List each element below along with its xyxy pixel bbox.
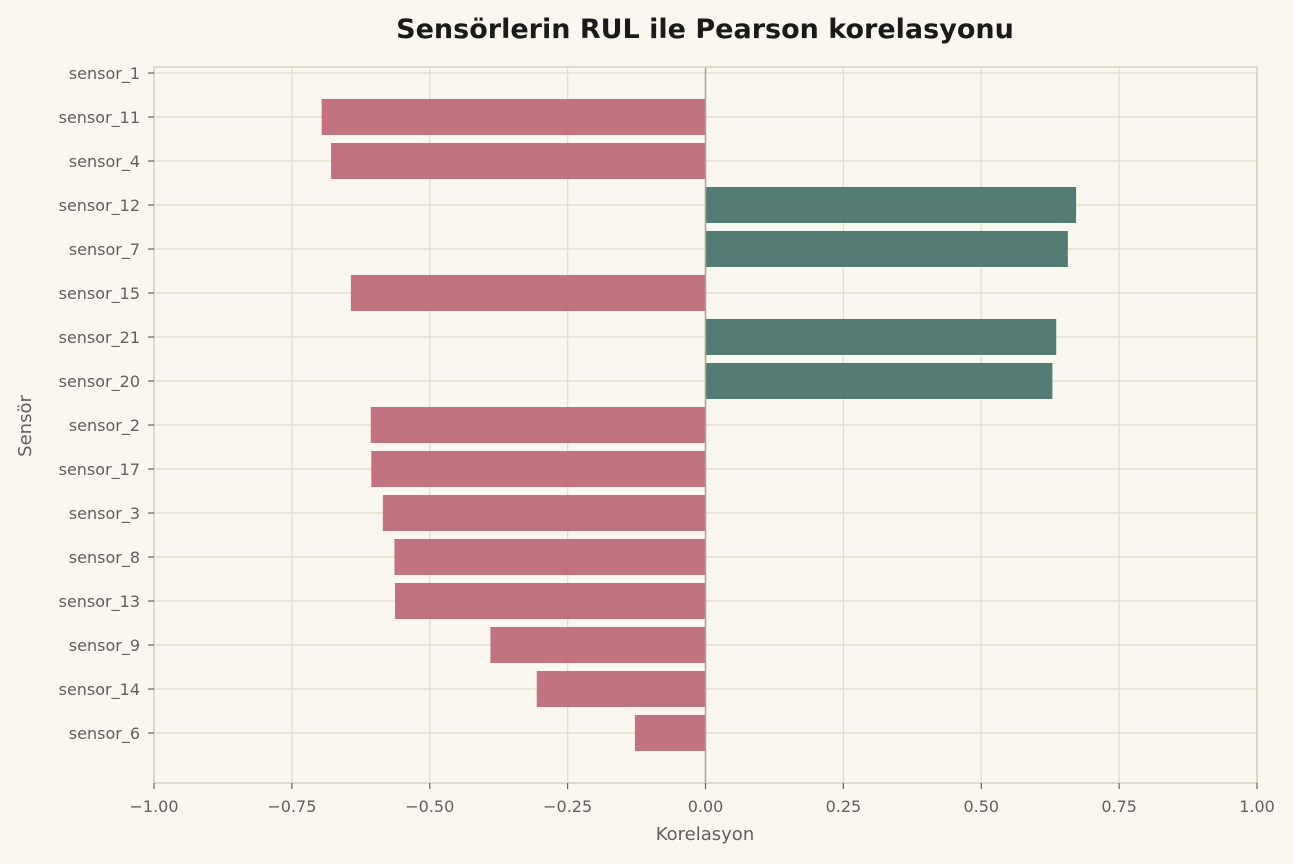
x-tick-label: 1.00 xyxy=(1239,797,1275,816)
y-tick-label: sensor_21 xyxy=(59,328,140,348)
bar-sensor-4 xyxy=(331,143,706,179)
bar-sensor-3 xyxy=(382,495,706,531)
y-tick-label: sensor_7 xyxy=(69,240,140,260)
bar-sensor-14 xyxy=(536,671,706,707)
x-axis-label: Korelasyon xyxy=(656,824,754,845)
y-tick-label: sensor_4 xyxy=(69,152,140,172)
x-tick-label: 0.50 xyxy=(963,797,999,816)
y-tick-label: sensor_6 xyxy=(69,724,140,744)
y-tick-label: sensor_14 xyxy=(59,680,140,700)
chart-title: Sensörlerin RUL ile Pearson korelasyonu xyxy=(396,14,1014,45)
bar-sensor-7 xyxy=(705,231,1068,267)
bar-sensor-11 xyxy=(321,99,706,135)
bar-sensor-21 xyxy=(705,319,1057,355)
y-tick-label: sensor_11 xyxy=(59,108,140,128)
y-tick-label: sensor_9 xyxy=(69,636,140,656)
y-tick-label: sensor_8 xyxy=(69,548,140,568)
y-tick-label: sensor_1 xyxy=(69,64,140,84)
y-tick-label: sensor_2 xyxy=(69,416,140,436)
x-tick-label: −0.25 xyxy=(543,797,592,816)
y-tick-label: sensor_13 xyxy=(59,592,140,612)
bar-sensor-17 xyxy=(371,451,706,487)
y-tick-label: sensor_20 xyxy=(59,372,140,392)
x-tick-label: 0.25 xyxy=(826,797,862,816)
x-tick-label: −0.50 xyxy=(405,797,454,816)
x-tick-label: −1.00 xyxy=(129,797,178,816)
bar-sensor-12 xyxy=(705,187,1077,223)
axes: −1.00 −0.75 −0.50 −0.25 0.00 0.25 0.50 0.75 1.00… xyxy=(59,64,1275,816)
bars xyxy=(321,99,1077,751)
bar-sensor-9 xyxy=(490,627,706,663)
bar-sensor-6 xyxy=(634,715,706,751)
y-axis-label: Sensör xyxy=(15,395,36,457)
bar-sensor-8 xyxy=(394,539,706,575)
y-tick-label: sensor_12 xyxy=(59,196,140,216)
x-tick-label: 0.00 xyxy=(688,797,724,816)
bar-sensor-15 xyxy=(350,275,706,311)
bar-sensor-13 xyxy=(395,583,706,619)
bar-sensor-2 xyxy=(370,407,706,443)
y-tick-label: sensor_15 xyxy=(59,284,140,304)
y-tick-label: sensor_17 xyxy=(59,460,140,480)
bar-sensor-20 xyxy=(705,363,1053,399)
x-tick-label: 0.75 xyxy=(1101,797,1137,816)
x-tick-label: −0.75 xyxy=(267,797,316,816)
y-tick-label: sensor_3 xyxy=(69,504,140,524)
